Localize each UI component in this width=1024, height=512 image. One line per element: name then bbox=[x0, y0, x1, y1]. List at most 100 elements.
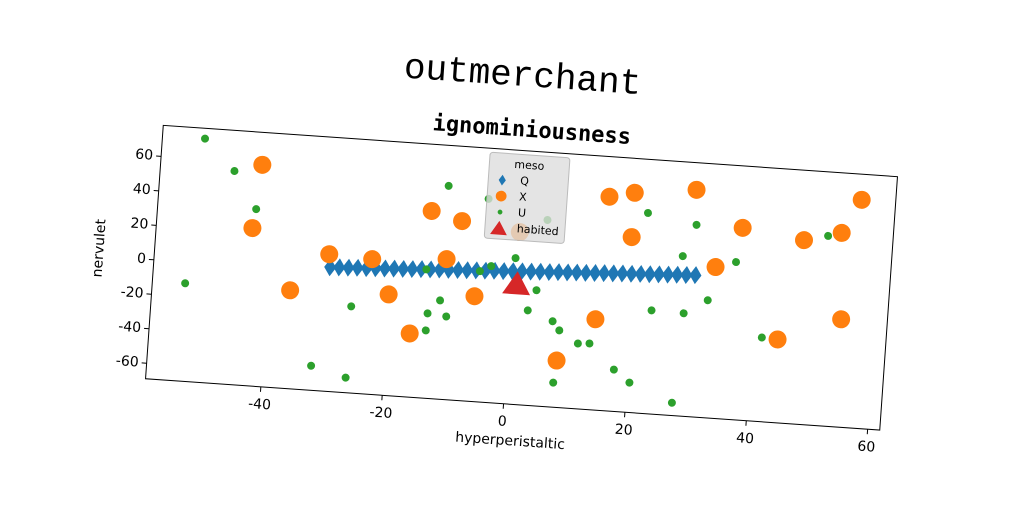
marker bbox=[679, 309, 688, 318]
x-tick-label: 40 bbox=[736, 430, 755, 447]
marker bbox=[465, 287, 484, 306]
marker bbox=[379, 285, 398, 304]
legend-label: habited bbox=[516, 222, 559, 238]
marker bbox=[824, 231, 833, 240]
marker bbox=[678, 252, 687, 261]
marker bbox=[852, 190, 871, 209]
y-tick-label: 20 bbox=[130, 216, 149, 233]
marker bbox=[378, 259, 391, 278]
x-tick-label: 60 bbox=[857, 439, 876, 456]
marker bbox=[421, 326, 430, 335]
marker bbox=[388, 259, 401, 278]
x-tick-label: 20 bbox=[614, 422, 633, 439]
marker bbox=[453, 212, 472, 231]
marker bbox=[607, 264, 620, 283]
marker bbox=[511, 254, 520, 263]
marker bbox=[506, 262, 519, 281]
y-tick-label: 60 bbox=[135, 147, 154, 164]
marker bbox=[622, 228, 641, 247]
marker bbox=[547, 351, 566, 370]
legend-label: X bbox=[519, 190, 528, 204]
marker bbox=[442, 312, 451, 321]
marker bbox=[437, 250, 456, 269]
marker bbox=[498, 174, 506, 186]
marker bbox=[768, 330, 787, 349]
marker bbox=[548, 317, 557, 326]
marker bbox=[406, 260, 419, 279]
marker bbox=[422, 201, 441, 220]
marker bbox=[600, 187, 619, 206]
x-tick-label: -40 bbox=[248, 396, 272, 414]
marker bbox=[570, 263, 583, 282]
y-tick-label: -20 bbox=[120, 284, 144, 302]
y-axis-label: nervulet bbox=[90, 218, 110, 278]
legend-title: meso bbox=[514, 158, 545, 173]
marker bbox=[415, 260, 428, 279]
marker bbox=[488, 261, 501, 280]
marker bbox=[795, 231, 814, 250]
marker bbox=[532, 286, 541, 295]
marker bbox=[706, 258, 725, 277]
marker bbox=[647, 306, 656, 315]
marker bbox=[363, 250, 382, 269]
marker bbox=[832, 223, 851, 242]
marker bbox=[320, 245, 339, 264]
legend-label: U bbox=[518, 206, 527, 220]
marker bbox=[181, 279, 190, 288]
marker bbox=[733, 218, 752, 237]
marker bbox=[487, 262, 496, 271]
marker bbox=[692, 220, 701, 229]
marker bbox=[671, 265, 684, 284]
marker bbox=[561, 263, 574, 282]
marker bbox=[687, 180, 706, 199]
marker bbox=[579, 263, 592, 282]
marker bbox=[662, 265, 675, 284]
marker bbox=[423, 309, 432, 318]
marker bbox=[555, 326, 564, 335]
marker bbox=[495, 190, 507, 202]
marker bbox=[351, 258, 364, 277]
marker bbox=[253, 155, 272, 174]
marker bbox=[400, 324, 419, 343]
marker bbox=[252, 205, 261, 214]
y-tick-label: -40 bbox=[118, 319, 142, 337]
legend-box bbox=[483, 151, 571, 244]
chart-title: ignominiousness bbox=[432, 111, 632, 150]
marker bbox=[534, 262, 547, 281]
marker bbox=[436, 296, 445, 305]
marker bbox=[230, 167, 239, 176]
marker bbox=[543, 263, 556, 282]
marker bbox=[585, 339, 594, 348]
x-tick-label: 0 bbox=[497, 413, 507, 430]
marker bbox=[243, 219, 262, 238]
marker bbox=[586, 310, 605, 329]
marker bbox=[732, 258, 741, 267]
marker bbox=[616, 264, 629, 283]
marker bbox=[497, 262, 510, 281]
marker bbox=[497, 209, 503, 215]
marker bbox=[397, 259, 410, 278]
marker bbox=[757, 333, 766, 342]
marker bbox=[832, 310, 851, 329]
marker bbox=[525, 262, 538, 281]
marker bbox=[680, 266, 693, 285]
marker bbox=[598, 264, 611, 283]
x-axis-label: hyperperistaltic bbox=[455, 430, 566, 454]
y-tick-label: 40 bbox=[132, 181, 151, 198]
y-tick-label: 0 bbox=[136, 251, 146, 268]
marker bbox=[461, 261, 474, 280]
marker bbox=[342, 258, 355, 277]
marker bbox=[341, 373, 350, 382]
marker bbox=[652, 265, 665, 284]
legend-label: Q bbox=[520, 174, 530, 188]
marker bbox=[490, 220, 507, 236]
marker bbox=[625, 264, 638, 283]
marker bbox=[703, 296, 712, 305]
marker bbox=[324, 258, 337, 277]
marker bbox=[452, 261, 465, 279]
marker bbox=[424, 260, 437, 279]
marker bbox=[475, 267, 484, 276]
marker bbox=[589, 264, 601, 282]
marker bbox=[634, 264, 647, 283]
